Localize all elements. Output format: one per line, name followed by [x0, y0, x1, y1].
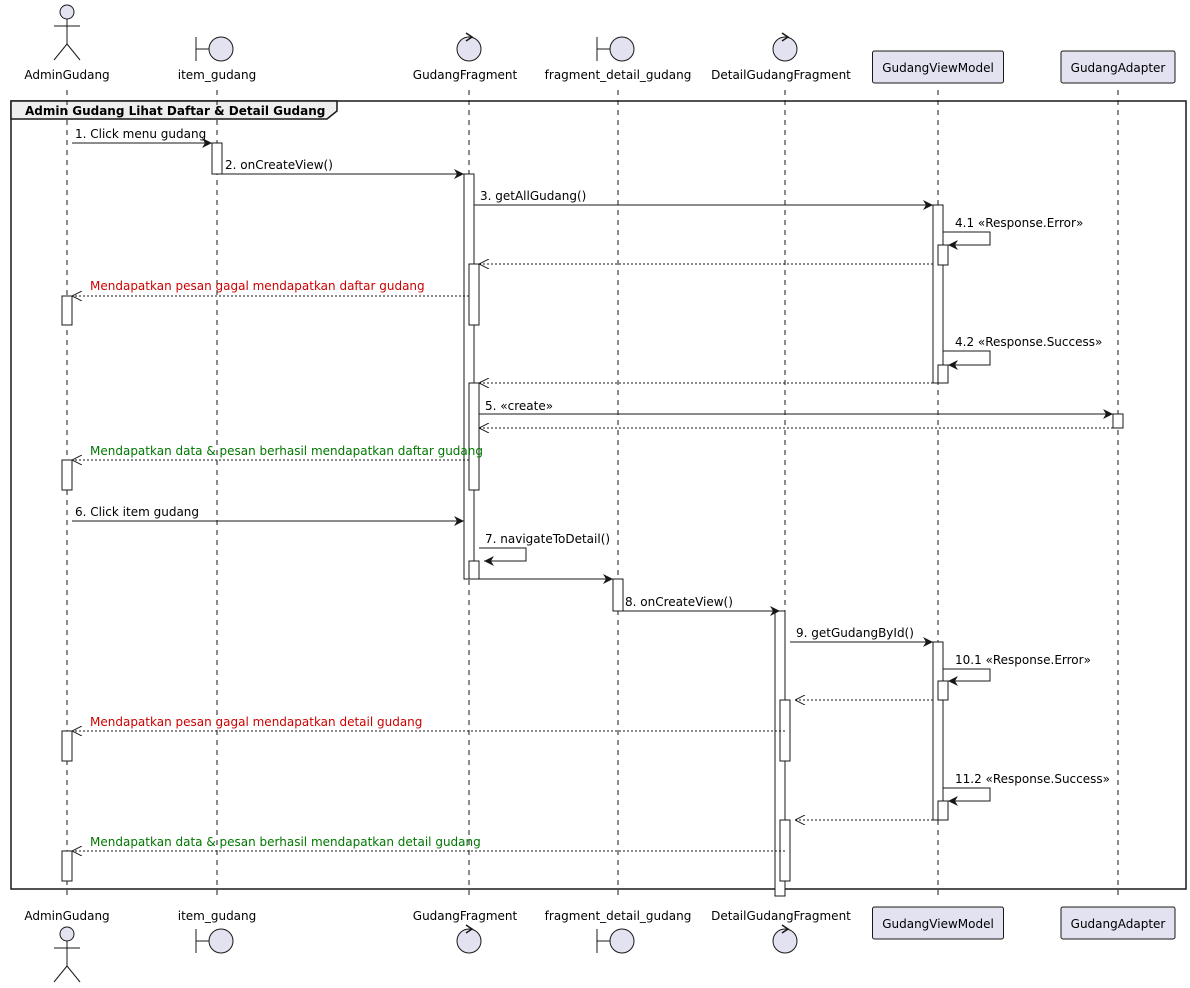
participant-top-adapter-box: [1060, 50, 1176, 84]
control-arrow: [465, 924, 474, 934]
participant-label-top: fragment_detail_gudang: [545, 68, 692, 82]
message-label: Mendapatkan pesan gagal mendapatkan deta…: [90, 715, 422, 729]
message-label: 9. getGudangById(): [796, 626, 914, 640]
control-circle: [456, 928, 482, 954]
control-arrow: [781, 924, 790, 934]
activation-gfrag: [463, 173, 475, 580]
actor-leg: [66, 43, 81, 61]
message-label: 2. onCreateView(): [225, 158, 333, 172]
participant-bottom-adapter-label: GudangAdapter: [1071, 917, 1166, 931]
message-label: 8. onCreateView(): [625, 595, 733, 609]
participant-top-vm-label: GudangViewModel: [882, 61, 994, 75]
activation-admin: [61, 850, 73, 882]
control-arrow: [465, 32, 474, 42]
control-circle: [456, 36, 482, 62]
actor-head: [59, 926, 75, 942]
message-arrow-self: [479, 547, 527, 566]
activation-vm: [937, 680, 949, 701]
activation-gfrag: [468, 382, 480, 491]
message-label: 11.2 «Response.Success»: [955, 772, 1110, 786]
message-label: 7. navigateToDetail(): [485, 532, 610, 546]
boundary-circle: [609, 928, 635, 954]
control-icon-top: [772, 32, 798, 62]
boundary-circle: [609, 36, 635, 62]
frame-title: Admin Gudang Lihat Daftar & Detail Gudan…: [25, 104, 325, 118]
activation-admin: [61, 295, 73, 326]
activation-vm: [932, 641, 944, 821]
message-label: 3. getAllGudang(): [480, 189, 586, 203]
frame-label-box: [10, 100, 338, 120]
activation-vm: [932, 204, 944, 384]
participant-label-bottom: item_gudang: [178, 909, 257, 923]
participant-label-top: DetailGudangFragment: [711, 68, 851, 82]
boundary-circle: [208, 928, 234, 954]
message-label: 4.2 «Response.Success»: [955, 335, 1102, 349]
message-label: 1. Click menu gudang: [75, 127, 206, 141]
control-circle: [772, 928, 798, 954]
message-label: 5. «create»: [485, 399, 553, 413]
participant-top-vm-box: [872, 50, 1004, 84]
actor-icon-top: [53, 4, 81, 61]
frame-border: [10, 100, 1187, 890]
activation-vm: [937, 244, 949, 266]
participant-bottom-vm-label: GudangViewModel: [882, 917, 994, 931]
activation-gfrag: [468, 560, 480, 580]
participant-label-bottom: fragment_detail_gudang: [545, 909, 692, 923]
participant-label-top: AdminGudang: [24, 68, 109, 82]
participant-label-bottom: DetailGudangFragment: [711, 909, 851, 923]
message-label: 6. Click item gudang: [75, 505, 199, 519]
actor-icon-bottom: [53, 926, 81, 983]
boundary-icon-top: [195, 36, 234, 62]
boundary-circle: [208, 36, 234, 62]
activation-adapter: [1112, 413, 1124, 429]
message-label: 10.1 «Response.Error»: [955, 653, 1091, 667]
actor-head: [59, 4, 75, 20]
activation-admin: [61, 730, 73, 762]
participant-label-bottom: AdminGudang: [24, 909, 109, 923]
boundary-icon-top: [596, 36, 635, 62]
activation-fdetail: [612, 578, 624, 612]
control-icon-bottom: [772, 924, 798, 954]
participant-label-top: GudangFragment: [413, 68, 518, 82]
boundary-icon-bottom: [596, 928, 635, 954]
activation-vm: [937, 364, 949, 384]
actor-leg: [53, 965, 68, 983]
participant-bottom-adapter-box: [1060, 906, 1176, 940]
participant-label-top: item_gudang: [178, 68, 257, 82]
boundary-icon-bottom: [195, 928, 234, 954]
message-arrow-self: [943, 350, 991, 370]
message-label: Mendapatkan data & pesan berhasil mendap…: [90, 835, 481, 849]
activation-vm: [937, 800, 949, 821]
activation-admin: [61, 459, 73, 491]
message-label: Mendapatkan pesan gagal mendapatkan daft…: [90, 279, 425, 293]
message-label: 4.1 «Response.Error»: [955, 216, 1083, 230]
control-icon-top: [456, 32, 482, 62]
participant-label-bottom: GudangFragment: [413, 909, 518, 923]
actor-leg: [53, 43, 68, 61]
participant-top-adapter-label: GudangAdapter: [1071, 61, 1166, 75]
activation-item: [211, 142, 223, 175]
message-arrow-self: [943, 668, 991, 686]
message-arrow-self: [943, 231, 991, 250]
control-arrow: [781, 32, 790, 42]
activation-gfrag: [468, 263, 480, 326]
participant-bottom-vm-box: [872, 906, 1004, 940]
control-circle: [772, 36, 798, 62]
control-icon-bottom: [456, 924, 482, 954]
message-label: Mendapatkan data & pesan berhasil mendap…: [90, 444, 483, 458]
actor-leg: [66, 965, 81, 983]
message-arrow-self: [943, 787, 991, 806]
